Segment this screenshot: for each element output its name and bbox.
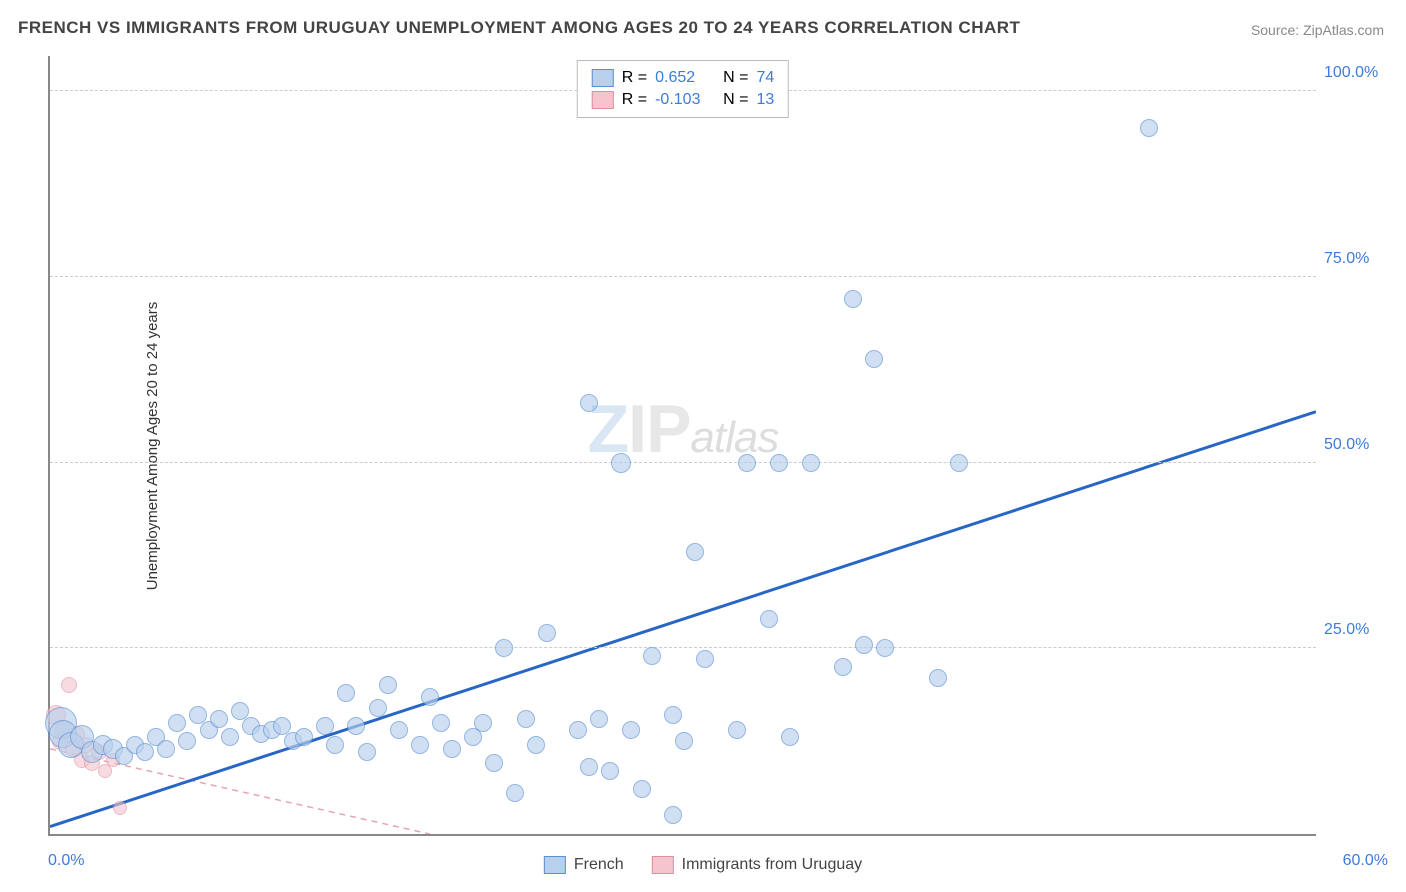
- french-point: [178, 732, 196, 750]
- french-point: [929, 669, 947, 687]
- x-axis-min-tick: 0.0%: [48, 852, 84, 870]
- french-point: [527, 736, 545, 754]
- french-point: [633, 780, 651, 798]
- trend-line: [50, 412, 1316, 827]
- french-point: [538, 624, 556, 642]
- french-point: [1140, 119, 1158, 137]
- french-point: [326, 736, 344, 754]
- french-point: [738, 454, 756, 472]
- french-point: [675, 732, 693, 750]
- legend-swatch: [592, 69, 614, 87]
- r-label: R =: [622, 91, 647, 109]
- french-point: [157, 740, 175, 758]
- legend-row: R = 0.652 N = 74: [592, 67, 774, 89]
- french-point: [643, 647, 661, 665]
- french-point: [664, 806, 682, 824]
- legend-label: Immigrants from Uruguay: [682, 856, 863, 874]
- legend-row: R = -0.103 N = 13: [592, 89, 774, 111]
- chart-plot-area: ZIPatlas R =0.652N =74R =-0.103N =13 25.…: [48, 56, 1316, 836]
- french-point: [686, 543, 704, 561]
- gridline: [50, 647, 1316, 648]
- french-point: [506, 784, 524, 802]
- n-value: 13: [756, 91, 774, 109]
- y-axis-tick: 50.0%: [1324, 436, 1394, 454]
- y-axis-tick: 100.0%: [1324, 64, 1394, 82]
- french-point: [474, 714, 492, 732]
- french-point: [728, 721, 746, 739]
- legend-swatch: [592, 91, 614, 109]
- gridline: [50, 276, 1316, 277]
- french-point: [358, 743, 376, 761]
- french-point: [495, 639, 513, 657]
- r-value: -0.103: [655, 91, 715, 109]
- french-point: [696, 650, 714, 668]
- chart-title: FRENCH VS IMMIGRANTS FROM URUGUAY UNEMPL…: [18, 18, 1020, 38]
- french-point: [337, 684, 355, 702]
- french-point: [569, 721, 587, 739]
- n-value: 74: [756, 69, 774, 87]
- correlation-legend: R = 0.652 N = 74 R = -0.103 N = 13: [577, 60, 789, 118]
- y-axis-tick: 25.0%: [1324, 621, 1394, 639]
- french-point: [485, 754, 503, 772]
- french-point: [950, 454, 968, 472]
- french-point: [443, 740, 461, 758]
- french-point: [834, 658, 852, 676]
- french-point: [770, 454, 788, 472]
- french-point: [411, 736, 429, 754]
- french-point: [390, 721, 408, 739]
- french-point: [316, 717, 334, 735]
- french-point: [855, 636, 873, 654]
- x-axis-max-tick: 60.0%: [1343, 852, 1388, 870]
- french-point: [802, 454, 820, 472]
- source-label: Source: ZipAtlas.com: [1251, 22, 1384, 38]
- french-point: [781, 728, 799, 746]
- french-point: [876, 639, 894, 657]
- french-point: [760, 610, 778, 628]
- french-point: [622, 721, 640, 739]
- french-point: [590, 710, 608, 728]
- french-point: [421, 688, 439, 706]
- french-point: [168, 714, 186, 732]
- french-point: [432, 714, 450, 732]
- french-point: [369, 699, 387, 717]
- french-point: [347, 717, 365, 735]
- french-point: [517, 710, 535, 728]
- legend-label: French: [574, 856, 624, 874]
- french-point: [844, 290, 862, 308]
- french-point: [136, 743, 154, 761]
- french-point: [210, 710, 228, 728]
- french-point: [295, 728, 313, 746]
- legend-swatch: [652, 856, 674, 874]
- french-point: [865, 350, 883, 368]
- legend-item: French: [544, 856, 624, 874]
- gridline: [50, 462, 1316, 463]
- n-label: N =: [723, 91, 748, 109]
- legend-item: Immigrants from Uruguay: [652, 856, 863, 874]
- french-point: [664, 706, 682, 724]
- series-legend: French Immigrants from Uruguay: [544, 856, 862, 874]
- y-axis-tick: 75.0%: [1324, 250, 1394, 268]
- uruguay-point: [61, 677, 77, 693]
- uruguay-point: [113, 801, 127, 815]
- french-point: [221, 728, 239, 746]
- french-point: [580, 394, 598, 412]
- r-value: 0.652: [655, 69, 715, 87]
- legend-swatch: [544, 856, 566, 874]
- french-point: [601, 762, 619, 780]
- n-label: N =: [723, 69, 748, 87]
- french-point: [464, 728, 482, 746]
- french-point: [611, 453, 631, 473]
- french-point: [580, 758, 598, 776]
- french-point: [379, 676, 397, 694]
- r-label: R =: [622, 69, 647, 87]
